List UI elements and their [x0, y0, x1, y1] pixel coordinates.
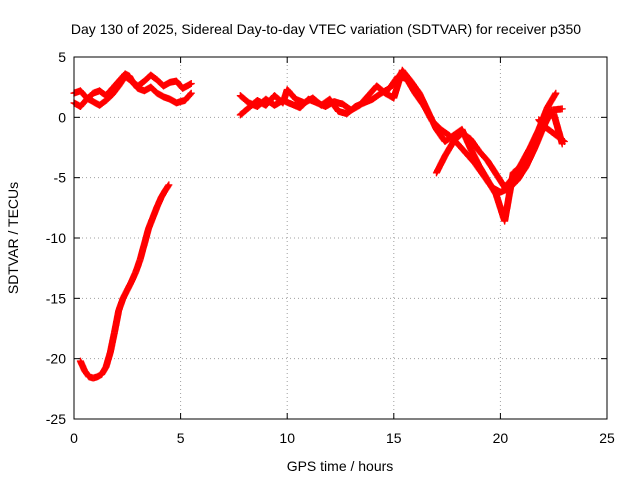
- series-6: [432, 89, 560, 191]
- series-3: [76, 181, 173, 382]
- y-tick-label: -25: [46, 411, 66, 427]
- x-tick-label: 0: [70, 430, 78, 446]
- y-tick-label: 5: [58, 49, 66, 65]
- y-tick-label: -5: [54, 170, 67, 186]
- series-marker-trail: [433, 90, 559, 190]
- axis-ticks: [73, 56, 608, 420]
- y-tick-label: -20: [46, 351, 66, 367]
- series-marker-trail: [536, 117, 567, 145]
- y-axis-label: SDTVAR / TECUs: [5, 182, 21, 294]
- y-tick-label: -15: [46, 290, 66, 306]
- y-tick-label: -10: [46, 230, 66, 246]
- x-tick-label: 20: [493, 430, 509, 446]
- x-tick-label: 15: [386, 430, 402, 446]
- chart-title: Day 130 of 2025, Sidereal Day-to-day VTE…: [71, 21, 581, 37]
- x-tick-label: 25: [599, 430, 615, 446]
- data-points-layer: [70, 66, 568, 382]
- series-7: [535, 116, 568, 145]
- x-tick-label: 10: [279, 430, 295, 446]
- x-tick-label: 5: [177, 430, 185, 446]
- series-marker-trail: [77, 182, 172, 382]
- tick-labels: 0 5 10 15 20 25 5 0 -5 -10 -15 -20 -25: [46, 49, 615, 446]
- series-marker-trail: [71, 72, 194, 109]
- y-tick-label: 0: [58, 109, 66, 125]
- x-axis-label: GPS time / hours: [287, 458, 394, 474]
